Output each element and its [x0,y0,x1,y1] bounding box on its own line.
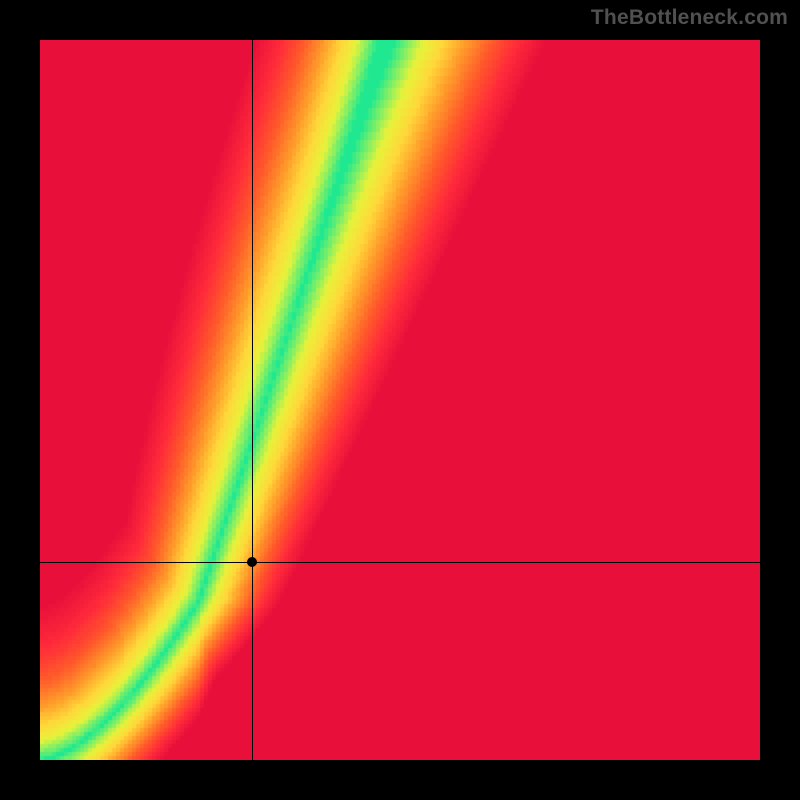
heatmap-canvas [40,40,760,760]
chart-container: TheBottleneck.com [0,0,800,800]
crosshair-vertical [252,40,253,760]
watermark-text: TheBottleneck.com [591,6,788,30]
crosshair-marker [247,557,257,567]
plot-area [40,40,760,760]
crosshair-horizontal [40,562,760,563]
